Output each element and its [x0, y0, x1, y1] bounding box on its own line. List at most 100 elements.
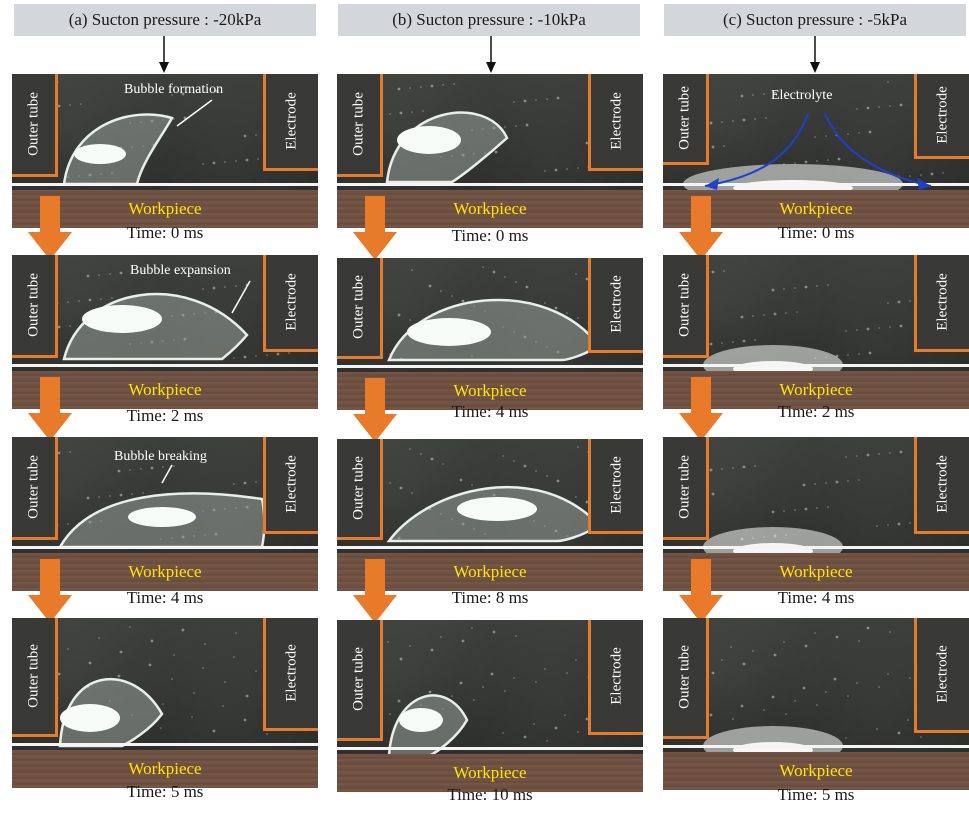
outer-tube: Outer tube — [663, 74, 709, 165]
surface-line — [12, 743, 318, 746]
video-frame: Outer tube Electrode Workpiece Bubble break… — [12, 437, 318, 591]
frame-scene — [55, 80, 299, 186]
surface-line — [12, 546, 318, 549]
workpiece-label: Workpiece — [779, 380, 853, 399]
surface-line — [663, 183, 969, 186]
outer-tube: Outer tube — [663, 437, 709, 540]
electrode-label: Electrode — [934, 645, 951, 703]
electrode: Electrode — [588, 258, 643, 353]
frame-scene — [387, 627, 630, 758]
electrode: Electrode — [263, 255, 318, 352]
time-label: Time: 0 ms — [777, 223, 855, 242]
frame-scene — [55, 451, 299, 549]
workpiece-label: Workpiece — [128, 380, 202, 399]
outer-tube: Outer tube — [337, 439, 383, 540]
time-label: Time: 2 ms — [126, 406, 204, 425]
workpiece: Workpiece — [12, 190, 318, 228]
workpiece: Workpiece — [12, 553, 318, 591]
time-label: Time: 2 ms — [777, 402, 855, 421]
column-header: (c) Sucton pressure : -5kPa — [664, 4, 966, 36]
outer-tube: Outer tube — [12, 618, 58, 737]
workpiece: Workpiece — [663, 190, 969, 228]
workpiece: Workpiece — [663, 752, 969, 790]
workpiece: Workpiece — [337, 372, 643, 410]
surface-line — [337, 365, 643, 368]
video-frame: Outer tube Electrode Workpiece — [12, 618, 318, 788]
sequence-down-arrow-icon — [353, 559, 397, 623]
bubble — [62, 292, 249, 361]
video-frame: Outer tube Electrode Workpiece Bubble expan… — [12, 255, 318, 409]
electrode: Electrode — [588, 74, 643, 171]
header-down-arrow-icon — [486, 36, 496, 73]
electrode-label: Electrode — [608, 275, 625, 333]
outer-tube: Outer tube — [12, 437, 58, 540]
surface-line — [12, 364, 318, 367]
frame-scene — [55, 626, 299, 748]
electrode: Electrode — [914, 74, 969, 159]
workpiece: Workpiece — [12, 750, 318, 788]
outer-tube: Outer tube — [337, 74, 383, 177]
electrode-label: Electrode — [608, 92, 625, 150]
surface-line — [337, 546, 643, 549]
video-frame: Outer tube Electrode Workpiece — [337, 439, 643, 591]
electrode: Electrode — [588, 620, 643, 735]
workpiece: Workpiece — [12, 371, 318, 409]
electrode-label: Electrode — [608, 647, 625, 705]
time-label: Time: 8 ms — [451, 588, 529, 607]
video-frame: Outer tube Electrode Workpiece — [337, 620, 643, 792]
video-frame: Outer tube Electrode Workpiece — [663, 618, 969, 790]
workpiece-label: Workpiece — [779, 199, 853, 218]
bubble — [387, 298, 601, 362]
outer-tube-label: Outer tube — [676, 273, 692, 337]
workpiece: Workpiece — [337, 190, 643, 228]
bubble — [385, 111, 509, 184]
outer-tube-label: Outer tube — [350, 456, 366, 520]
frame-scene — [386, 446, 630, 543]
outer-tube: Outer tube — [337, 258, 383, 359]
frame-annotation: Bubble formation — [124, 82, 224, 97]
annotation-pointer — [231, 280, 251, 314]
video-frame: Outer tube Electrode Workpiece — [337, 258, 643, 410]
workpiece-label: Workpiece — [779, 761, 853, 780]
bubble — [57, 492, 266, 549]
time-label: Time: 5 ms — [126, 782, 204, 801]
sequence-down-arrow-icon — [679, 377, 723, 441]
sequence-down-arrow-icon — [353, 196, 397, 260]
outer-tube-label: Outer tube — [676, 645, 692, 709]
workpiece: Workpiece — [337, 754, 643, 792]
outer-tube: Outer tube — [663, 618, 709, 739]
bubble — [58, 678, 164, 748]
annotation-pointer — [176, 99, 213, 127]
time-label: Time: 0 ms — [451, 226, 529, 245]
annotation-pointer — [161, 464, 173, 484]
outer-tube-label: Outer tube — [350, 275, 366, 339]
outer-tube-label: Outer tube — [676, 455, 692, 519]
workpiece: Workpiece — [337, 553, 643, 591]
frame-annotation: Electrolyte — [771, 88, 833, 103]
electrode-label: Electrode — [283, 644, 300, 702]
outer-tube: Outer tube — [663, 255, 709, 358]
video-frame: Outer tube Electrode Workpiece Electrolyte — [663, 74, 969, 228]
video-frame: Outer tube Electrode Workpiece — [663, 437, 969, 591]
sequence-down-arrow-icon — [28, 377, 72, 441]
sequence-down-arrow-icon — [679, 559, 723, 623]
outer-tube-label: Outer tube — [25, 644, 41, 708]
workpiece-label: Workpiece — [128, 562, 202, 581]
surface-line — [12, 183, 318, 186]
frame-scene — [385, 83, 632, 184]
time-label: Time: 4 ms — [777, 588, 855, 607]
workpiece: Workpiece — [663, 371, 969, 409]
sequence-down-arrow-icon — [679, 196, 723, 260]
bubble — [387, 694, 469, 758]
outer-tube: Outer tube — [337, 620, 383, 741]
electrode: Electrode — [263, 437, 318, 534]
video-frame: Outer tube Electrode Workpiece — [663, 255, 969, 409]
bubble — [62, 113, 174, 186]
workpiece-label: Workpiece — [128, 199, 202, 218]
column-header: (b) Sucton pressure : -10kPa — [338, 4, 640, 36]
surface-line — [663, 546, 969, 549]
workpiece: Workpiece — [663, 553, 969, 591]
header-down-arrow-icon — [810, 36, 820, 73]
electrode-label: Electrode — [608, 456, 625, 514]
outer-tube-label: Outer tube — [350, 92, 366, 156]
